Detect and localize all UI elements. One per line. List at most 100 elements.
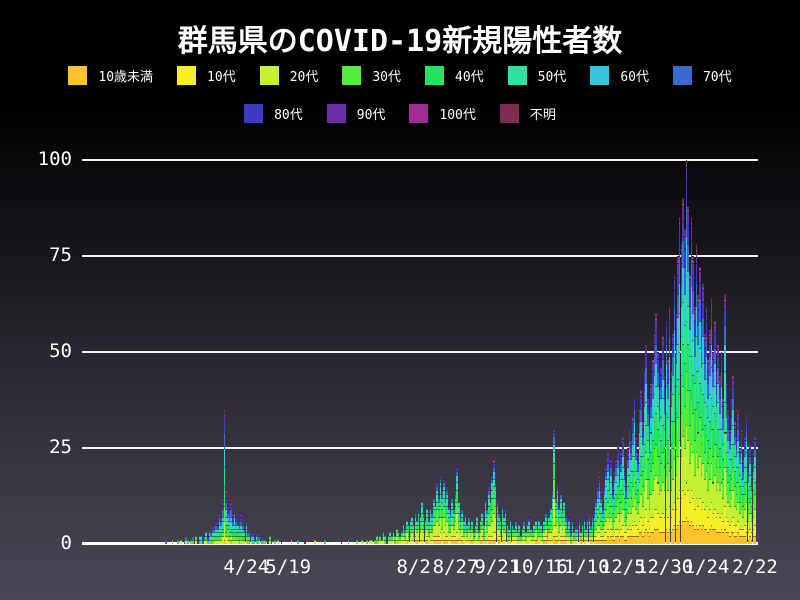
bar-segment bbox=[416, 532, 418, 541]
bar-segment bbox=[340, 540, 343, 544]
bar-segment bbox=[212, 524, 214, 529]
bar-segment bbox=[526, 528, 529, 533]
bar bbox=[540, 524, 542, 544]
bar bbox=[493, 459, 495, 544]
bar-segment bbox=[248, 532, 251, 537]
bar-segment bbox=[411, 517, 413, 521]
bar-segment bbox=[442, 505, 445, 518]
bar-segment bbox=[165, 540, 167, 544]
bar-segment bbox=[421, 540, 423, 544]
bar bbox=[185, 536, 187, 544]
x-tick-label: 2/22 bbox=[732, 556, 778, 578]
bar-segment bbox=[533, 524, 535, 529]
bar-segment bbox=[429, 524, 432, 533]
bar-segment bbox=[600, 494, 602, 498]
bar-segment bbox=[426, 528, 428, 537]
bar-segment bbox=[603, 494, 606, 502]
bar-segment bbox=[416, 520, 418, 525]
bar-segment bbox=[737, 420, 740, 429]
bar-segment bbox=[583, 524, 586, 529]
bar-segment bbox=[228, 520, 231, 525]
bar bbox=[478, 528, 480, 544]
bar bbox=[382, 532, 385, 544]
bar-segment bbox=[529, 528, 532, 533]
bar-segment bbox=[491, 474, 494, 479]
bar-segment bbox=[494, 482, 497, 487]
bar-segment bbox=[237, 540, 239, 544]
bar-segment bbox=[586, 524, 589, 529]
bar bbox=[531, 532, 534, 544]
bar-segment bbox=[596, 517, 599, 525]
bar-segment bbox=[545, 517, 547, 521]
bar bbox=[406, 520, 408, 544]
bar-segment bbox=[737, 409, 740, 414]
bar-segment bbox=[754, 455, 756, 468]
bar bbox=[340, 540, 343, 544]
bar-segment bbox=[668, 320, 671, 337]
bar-segment bbox=[247, 532, 249, 537]
bar-segment bbox=[232, 528, 234, 533]
bar-segment bbox=[593, 536, 596, 541]
bar-segment bbox=[396, 536, 398, 541]
bar-segment bbox=[195, 536, 197, 541]
bar-segment bbox=[208, 540, 211, 544]
bar-segment bbox=[406, 528, 408, 533]
bar bbox=[203, 536, 206, 544]
bar-segment bbox=[434, 524, 437, 537]
bar-segment bbox=[568, 517, 571, 521]
bar-segment bbox=[458, 501, 460, 506]
bar bbox=[220, 517, 222, 544]
bar bbox=[576, 528, 579, 544]
bar-segment bbox=[568, 524, 571, 529]
bar-segment bbox=[657, 359, 659, 371]
legend-label: 不明 bbox=[529, 108, 556, 123]
legend-swatch bbox=[590, 66, 610, 85]
bar-segment bbox=[605, 478, 607, 487]
bar-segment bbox=[471, 540, 473, 544]
bar-segment bbox=[551, 494, 554, 498]
bar-segment bbox=[493, 513, 495, 533]
bar-segment bbox=[645, 344, 648, 348]
bar-segment bbox=[446, 505, 448, 514]
bar-segment bbox=[553, 536, 555, 544]
bar-segment bbox=[483, 528, 485, 533]
bar-segment bbox=[237, 524, 239, 529]
bar-segment bbox=[571, 536, 574, 541]
bar-segment bbox=[461, 528, 463, 537]
bar-segment bbox=[583, 536, 586, 541]
bar-segment bbox=[213, 540, 216, 544]
bar-segment bbox=[496, 505, 499, 510]
bar bbox=[207, 536, 209, 544]
bar-segment bbox=[468, 524, 470, 529]
bar bbox=[441, 490, 443, 544]
bar-segment bbox=[384, 540, 386, 544]
bar-segment bbox=[429, 517, 432, 525]
bar-segment bbox=[464, 540, 467, 544]
bar-segment bbox=[247, 540, 249, 544]
bar-segment bbox=[436, 490, 438, 494]
bar-segment bbox=[419, 532, 422, 541]
bar-segment bbox=[447, 513, 450, 518]
bar-segment bbox=[228, 513, 231, 521]
bar-segment bbox=[560, 517, 562, 525]
bar-segment bbox=[488, 513, 490, 525]
bar-segment bbox=[749, 463, 751, 475]
bar bbox=[486, 509, 489, 544]
bar-segment bbox=[513, 532, 515, 537]
bar-segment bbox=[640, 397, 642, 410]
bar-segment bbox=[695, 244, 698, 248]
bar-segment bbox=[220, 528, 222, 533]
bar-segment bbox=[488, 536, 490, 541]
bar-segment bbox=[437, 501, 440, 506]
bar-segment bbox=[205, 532, 207, 537]
bar-segment bbox=[436, 509, 438, 521]
bar-segment bbox=[586, 540, 589, 544]
bar-segment bbox=[453, 513, 455, 518]
bar-segment bbox=[464, 513, 467, 518]
bar-segment bbox=[290, 540, 293, 544]
bar-segment bbox=[451, 505, 453, 510]
bar-segment bbox=[705, 305, 708, 310]
bar-segment bbox=[238, 524, 241, 529]
bar-segment bbox=[454, 494, 457, 498]
bar-segment bbox=[717, 344, 719, 348]
